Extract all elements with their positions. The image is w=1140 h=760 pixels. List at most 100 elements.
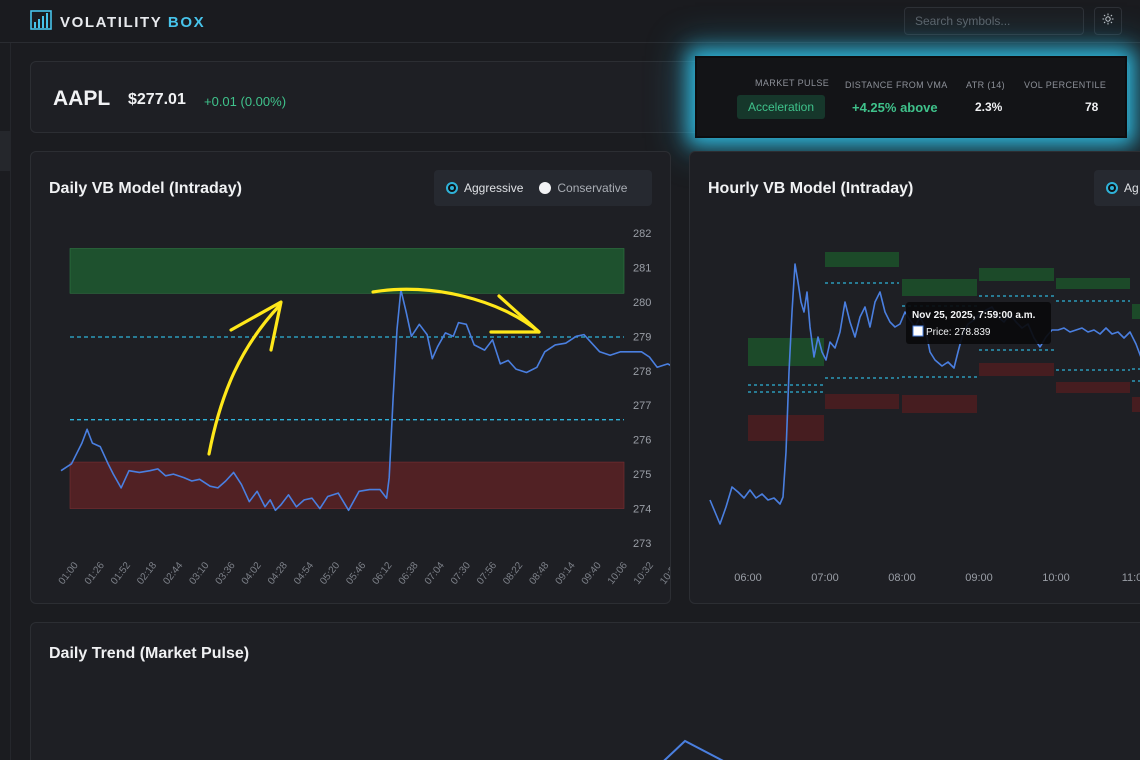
y-tick-label: 279	[633, 331, 651, 343]
search-input[interactable]	[904, 7, 1084, 35]
hourly-vb-card: Hourly VB Model (Intraday) Ag 06:00 07:00…	[689, 151, 1140, 604]
atr-value: 2.3%	[975, 100, 1003, 114]
theme-toggle-button[interactable]	[1094, 7, 1122, 35]
x-tick-label: 10:06	[606, 560, 630, 587]
left-sidebar	[0, 43, 11, 760]
y-tick-label: 275	[633, 469, 651, 481]
radio-selected-icon	[446, 182, 458, 194]
vol-percentile-label: VOL PERCENTILE	[1024, 80, 1107, 90]
metrics-panel: MARKET PULSE Acceleration DISTANCE FROM …	[695, 56, 1127, 138]
vol-percentile-value: 78	[1085, 100, 1099, 114]
buy-zone	[69, 248, 625, 294]
x-tick-label: 02:44	[161, 560, 185, 587]
x-tick-label: 09:40	[580, 560, 604, 587]
buy-zone-block	[825, 252, 899, 267]
radio-selected-icon	[1106, 182, 1118, 194]
y-tick-label: 280	[633, 297, 651, 309]
sell-zone-block	[1056, 382, 1130, 393]
atr-label: ATR (14)	[966, 80, 1006, 90]
x-tick-label: 07:56	[475, 560, 499, 587]
x-tick-label: 10:32	[632, 560, 656, 587]
x-tick-label: 06:00	[734, 572, 762, 584]
buy-zone-block	[1056, 278, 1130, 289]
x-tick-label: 04:02	[240, 560, 264, 587]
sidebar-active-item[interactable]	[0, 131, 11, 171]
daily-chart[interactable]: 282 281 280 279 278 277 276 275 274 273 01:00 01:26…	[31, 152, 671, 604]
series-swatch-icon	[912, 325, 924, 337]
annotation-arrow-right	[371, 287, 541, 334]
trend-chart-title: Daily Trend (Market Pulse)	[49, 645, 250, 662]
trend-chart[interactable]	[31, 623, 1140, 760]
x-tick-label: 10:00	[1042, 572, 1070, 584]
annotation-arrowhead-up	[229, 300, 283, 352]
conservative-option[interactable]: Conservative	[539, 181, 627, 195]
buy-zone-block	[1132, 304, 1140, 319]
hourly-chart[interactable]: 06:00 07:00 08:00 09:00 10:00 11:0 Nov 25, 202…	[690, 152, 1140, 604]
y-tick-label: 278	[633, 366, 651, 378]
logo[interactable]: VOLATILITY BOX	[30, 10, 205, 35]
daily-mode-toggle: Aggressive Conservative	[434, 170, 652, 206]
annotation-arrow-up	[207, 304, 281, 456]
sell-zone	[69, 461, 625, 509]
x-tick-label: 07:04	[423, 560, 447, 587]
x-tick-label: 07:30	[449, 560, 473, 587]
sun-icon	[1102, 12, 1114, 30]
y-tick-label: 277	[633, 400, 651, 412]
x-tick-label: 04:54	[292, 560, 316, 587]
y-tick-label: 274	[633, 504, 651, 516]
market-pulse-label: MARKET PULSE	[755, 78, 830, 88]
hourly-aggressive-option[interactable]: Ag	[1106, 181, 1139, 195]
y-tick-label: 276	[633, 435, 651, 447]
top-bar: VOLATILITY BOX	[0, 0, 1140, 43]
x-tick-label: 09:14	[554, 560, 578, 587]
annotation-arrowhead-right	[489, 294, 541, 334]
y-tick-label: 281	[633, 262, 651, 274]
x-tick-label: 05:46	[344, 560, 368, 587]
distance-value: +4.25% above	[852, 100, 938, 115]
price-change: +0.01 (0.00%)	[204, 94, 287, 109]
sell-zone-block	[825, 394, 899, 409]
daily-vb-card: Daily VB Model (Intraday) Aggressive Con…	[30, 151, 671, 604]
x-tick-label: 11:0	[1122, 572, 1140, 584]
buy-zone-block	[979, 268, 1054, 281]
sell-zone-block	[1132, 397, 1140, 412]
x-tick-label: 04:28	[266, 560, 290, 587]
x-tick-label: 08:22	[501, 560, 525, 587]
x-tick-label: 08:00	[888, 572, 916, 584]
x-tick-label: 01:26	[83, 560, 107, 587]
x-tick-label: 07:00	[811, 572, 839, 584]
hourly-mode-toggle: Ag	[1094, 170, 1140, 206]
price-line	[709, 263, 1140, 525]
x-tick-label: 06:12	[370, 560, 394, 587]
aggressive-option[interactable]: Aggressive	[446, 181, 523, 195]
y-tick-label: 282	[633, 228, 651, 240]
bar-chart-logo-icon	[30, 10, 52, 35]
buy-zone-block	[902, 279, 977, 296]
x-tick-label: 10:58	[658, 560, 671, 587]
x-tick-label: 05:20	[318, 560, 342, 587]
daily-trend-card: Daily Trend (Market Pulse)	[30, 622, 1140, 760]
y-tick-label: 273	[633, 538, 651, 550]
x-tick-label: 01:00	[57, 560, 81, 587]
market-pulse-badge: Acceleration	[737, 95, 825, 119]
tooltip-price: Price: 278.839	[926, 327, 991, 338]
last-price: $277.01	[128, 91, 186, 108]
logo-text: VOLATILITY BOX	[60, 14, 206, 31]
x-tick-label: 06:38	[397, 560, 421, 587]
x-tick-label: 03:10	[187, 560, 211, 587]
x-tick-label: 08:48	[527, 560, 551, 587]
ticker-symbol: AAPL	[53, 87, 111, 110]
radio-unselected-icon	[539, 182, 552, 194]
tooltip-box	[906, 302, 1051, 344]
x-tick-label: 03:36	[214, 560, 238, 587]
distance-label: DISTANCE FROM VMA	[845, 80, 948, 90]
price-tooltip: Nov 25, 2025, 7:59:00 a.m. Price: 278.839	[906, 302, 1051, 344]
tooltip-date: Nov 25, 2025, 7:59:00 a.m.	[912, 310, 1036, 321]
x-tick-label: 02:18	[135, 560, 159, 587]
sell-zone-block	[979, 363, 1054, 376]
daily-chart-title: Daily VB Model (Intraday)	[49, 180, 242, 197]
x-tick-label: 01:52	[109, 560, 133, 587]
trend-line	[663, 739, 724, 760]
hourly-chart-title: Hourly VB Model (Intraday)	[708, 180, 914, 197]
sell-zone-block	[902, 395, 977, 413]
